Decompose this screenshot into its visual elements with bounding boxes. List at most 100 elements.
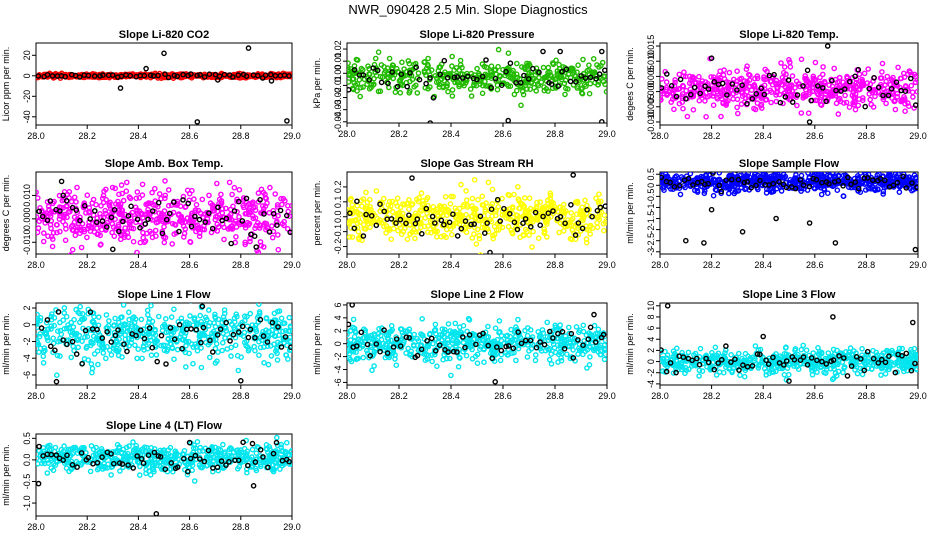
data-point bbox=[148, 303, 154, 309]
data-point bbox=[818, 191, 825, 198]
data-point bbox=[84, 333, 91, 340]
data-point bbox=[533, 352, 539, 358]
data-point bbox=[113, 337, 120, 344]
data-point bbox=[240, 202, 246, 209]
data-point bbox=[535, 235, 542, 241]
data-point bbox=[349, 202, 356, 208]
data-point-black bbox=[691, 84, 698, 91]
data-point bbox=[190, 360, 196, 367]
data-point bbox=[701, 190, 708, 197]
data-point-black bbox=[451, 74, 458, 81]
data-point bbox=[465, 214, 472, 221]
data-point-black bbox=[702, 83, 708, 90]
x-tick-label: 28.2 bbox=[78, 131, 96, 141]
x-tick-label: 28.8 bbox=[546, 129, 564, 139]
data-point-black bbox=[221, 71, 228, 78]
data-point-black bbox=[587, 74, 594, 81]
data-point bbox=[83, 210, 89, 216]
data-point bbox=[68, 223, 75, 230]
data-point bbox=[107, 347, 113, 353]
data-point bbox=[726, 69, 733, 76]
data-point bbox=[595, 326, 602, 333]
data-point bbox=[762, 97, 769, 103]
data-point-black bbox=[112, 332, 119, 339]
data-point bbox=[347, 234, 353, 240]
data-point bbox=[860, 95, 866, 101]
data-point bbox=[118, 211, 124, 217]
y-tick-label: 0 bbox=[646, 183, 656, 188]
data-point bbox=[528, 72, 535, 78]
data-point bbox=[505, 191, 512, 198]
data-point-black bbox=[719, 80, 726, 87]
data-point bbox=[910, 94, 916, 100]
data-point bbox=[730, 96, 737, 102]
data-point bbox=[180, 193, 187, 200]
data-point-black bbox=[794, 92, 801, 98]
data-point bbox=[275, 246, 282, 253]
data-point-black bbox=[155, 199, 162, 206]
data-point bbox=[846, 104, 853, 110]
data-point bbox=[894, 90, 901, 97]
data-point bbox=[138, 316, 145, 323]
data-point-black bbox=[275, 324, 281, 330]
chart-temp: Slope Li-820 Temp.degees C per min.28.0 2… bbox=[625, 29, 927, 141]
data-point bbox=[864, 80, 871, 86]
data-point bbox=[115, 201, 122, 208]
y-tick-label: 0 bbox=[22, 73, 32, 78]
data-point bbox=[660, 182, 663, 189]
data-point bbox=[270, 207, 277, 214]
data-point bbox=[691, 75, 697, 81]
data-point bbox=[533, 88, 540, 94]
data-point bbox=[843, 99, 850, 106]
data-point bbox=[817, 74, 823, 81]
data-point bbox=[405, 58, 412, 64]
data-point bbox=[602, 351, 607, 358]
data-point bbox=[350, 316, 357, 323]
data-point bbox=[560, 205, 566, 211]
data-point bbox=[274, 201, 281, 208]
data-point bbox=[57, 353, 63, 359]
data-point bbox=[397, 90, 404, 96]
data-point bbox=[568, 222, 575, 228]
data-point bbox=[36, 333, 43, 340]
data-point-black bbox=[385, 80, 391, 87]
data-point-black bbox=[155, 72, 161, 79]
data-point-outlier bbox=[194, 119, 201, 125]
data-point bbox=[855, 102, 862, 109]
data-point bbox=[586, 62, 592, 68]
data-point-outlier bbox=[427, 120, 433, 123]
data-point-black bbox=[575, 220, 582, 226]
data-point bbox=[826, 82, 832, 88]
data-point bbox=[60, 317, 67, 324]
data-point bbox=[36, 321, 40, 327]
data-point bbox=[252, 322, 259, 329]
data-point bbox=[94, 231, 101, 238]
data-point bbox=[381, 223, 387, 230]
data-point bbox=[774, 84, 780, 91]
data-point bbox=[371, 331, 377, 337]
data-point bbox=[673, 86, 680, 93]
data-point-black bbox=[875, 84, 882, 91]
data-point bbox=[156, 215, 162, 221]
data-point bbox=[213, 180, 220, 187]
x-tick-label: 29.0 bbox=[283, 391, 301, 401]
data-point-black bbox=[903, 185, 910, 191]
data-point-black bbox=[880, 92, 886, 99]
data-point bbox=[392, 356, 398, 362]
data-point-outlier bbox=[683, 237, 689, 244]
data-point bbox=[90, 340, 96, 347]
data-point bbox=[547, 195, 554, 202]
data-point bbox=[424, 229, 431, 235]
data-point bbox=[76, 298, 80, 302]
data-point bbox=[63, 313, 70, 320]
data-point bbox=[61, 325, 68, 332]
data-point bbox=[601, 212, 607, 218]
data-point-black bbox=[82, 202, 88, 209]
data-point bbox=[751, 82, 758, 88]
data-point bbox=[222, 335, 228, 341]
data-point bbox=[261, 344, 267, 350]
data-point bbox=[488, 339, 495, 346]
data-point bbox=[479, 90, 486, 97]
data-point bbox=[879, 69, 885, 75]
data-point bbox=[701, 93, 707, 99]
